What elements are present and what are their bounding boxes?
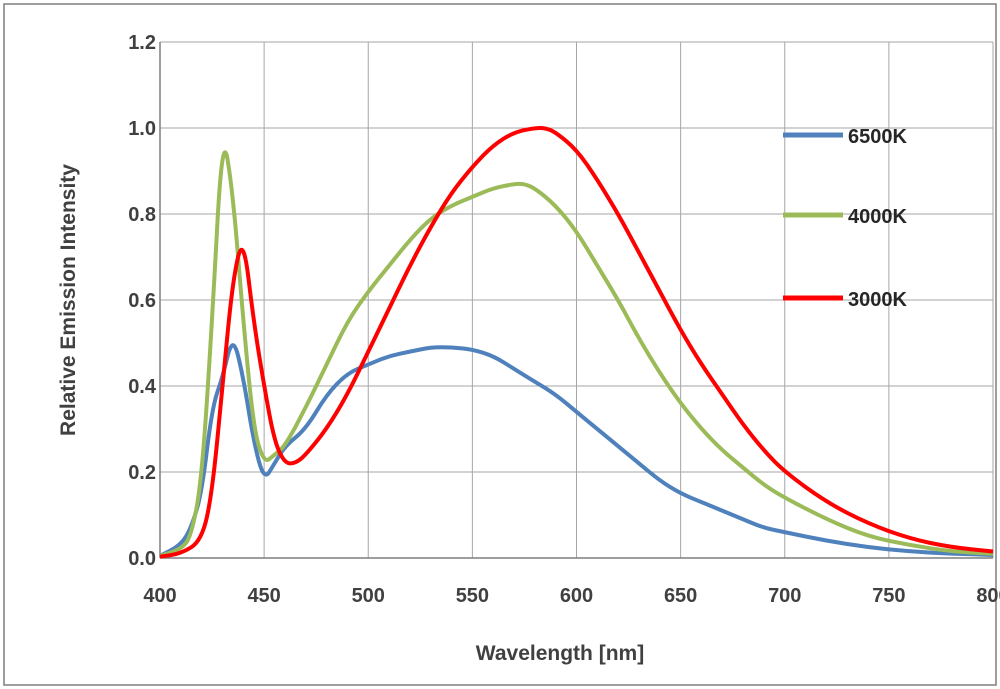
y-tick-labels: 0.0 0.2 0.4 0.6 0.8 1.0 1.2 [128,32,157,570]
x-axis-title: Wavelength [nm] [476,642,644,665]
x-tick-label: 800 [976,585,1000,607]
legend-label: 4000K [848,206,907,228]
x-tick-label: 500 [352,585,385,607]
y-axis-title: Relative Emission Intensity [57,164,80,436]
axes [159,42,993,559]
y-tick-label: 0.2 [128,462,156,484]
series-line-4000K [159,150,994,558]
y-tick-label: 1.2 [128,32,156,54]
x-tick-label: 600 [560,585,593,607]
x-tick-label: 650 [664,585,697,607]
legend-label: 3000K [848,289,907,311]
y-tick-label: 0.8 [128,204,156,226]
y-tick-label: 0.4 [128,376,157,398]
x-tick-label: 400 [143,585,176,607]
x-tick-label: 750 [872,585,905,607]
y-tick-label: 0.0 [128,548,156,570]
series-layer [159,126,994,559]
y-tick-label: 1.0 [128,118,156,140]
series-line-3000K [159,126,994,559]
x-tick-label: 700 [768,585,801,607]
series-line-6500K [159,343,994,558]
legend: 6500K 4000K 3000K [783,126,907,311]
x-tick-label: 450 [247,585,280,607]
x-tick-label: 550 [456,585,489,607]
y-tick-label: 0.6 [128,290,156,312]
chart-border [3,3,997,686]
x-tick-labels: 400 450 500 550 600 650 700 750 800 [143,585,1000,607]
legend-label: 6500K [848,126,907,148]
